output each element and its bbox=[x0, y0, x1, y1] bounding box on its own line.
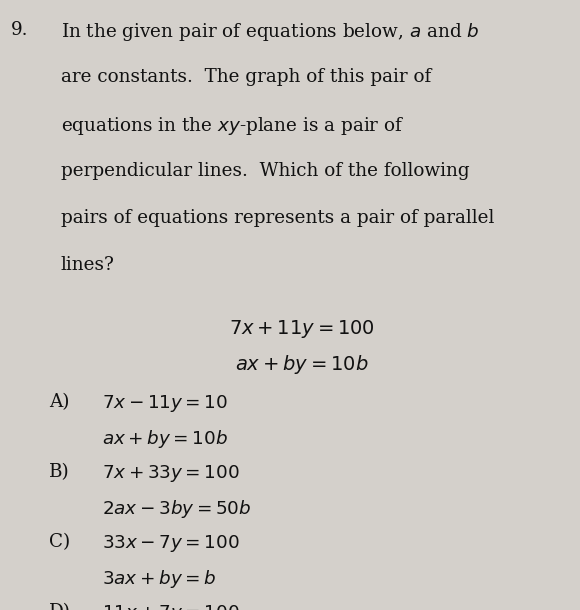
Text: 9.: 9. bbox=[10, 21, 28, 40]
Text: In the given pair of equations below, $a$ and $b$: In the given pair of equations below, $a… bbox=[61, 21, 480, 43]
Text: $2ax - 3by = 50b$: $2ax - 3by = 50b$ bbox=[102, 498, 251, 520]
Text: pairs of equations represents a pair of parallel: pairs of equations represents a pair of … bbox=[61, 209, 494, 228]
Text: are constants.  The graph of this pair of: are constants. The graph of this pair of bbox=[61, 68, 431, 87]
Text: lines?: lines? bbox=[61, 256, 115, 274]
Text: $33x - 7y = 100$: $33x - 7y = 100$ bbox=[102, 533, 240, 554]
Text: D): D) bbox=[49, 603, 71, 610]
Text: $7x + 11y = 100$: $7x + 11y = 100$ bbox=[229, 318, 375, 340]
Text: A): A) bbox=[49, 393, 70, 411]
Text: equations in the $xy$-plane is a pair of: equations in the $xy$-plane is a pair of bbox=[61, 115, 404, 137]
Text: perpendicular lines.  Which of the following: perpendicular lines. Which of the follow… bbox=[61, 162, 470, 181]
Text: $11x + 7y = 100$: $11x + 7y = 100$ bbox=[102, 603, 240, 610]
Text: $ax + by = 10b$: $ax + by = 10b$ bbox=[102, 428, 227, 450]
Text: C): C) bbox=[49, 533, 71, 551]
Text: $3ax + by = b$: $3ax + by = b$ bbox=[102, 568, 216, 590]
Text: $7x + 33y = 100$: $7x + 33y = 100$ bbox=[102, 463, 240, 484]
Text: $ax + by = 10b$: $ax + by = 10b$ bbox=[235, 353, 368, 376]
Text: B): B) bbox=[49, 463, 70, 481]
Text: $7x - 11y = 10$: $7x - 11y = 10$ bbox=[102, 393, 227, 414]
